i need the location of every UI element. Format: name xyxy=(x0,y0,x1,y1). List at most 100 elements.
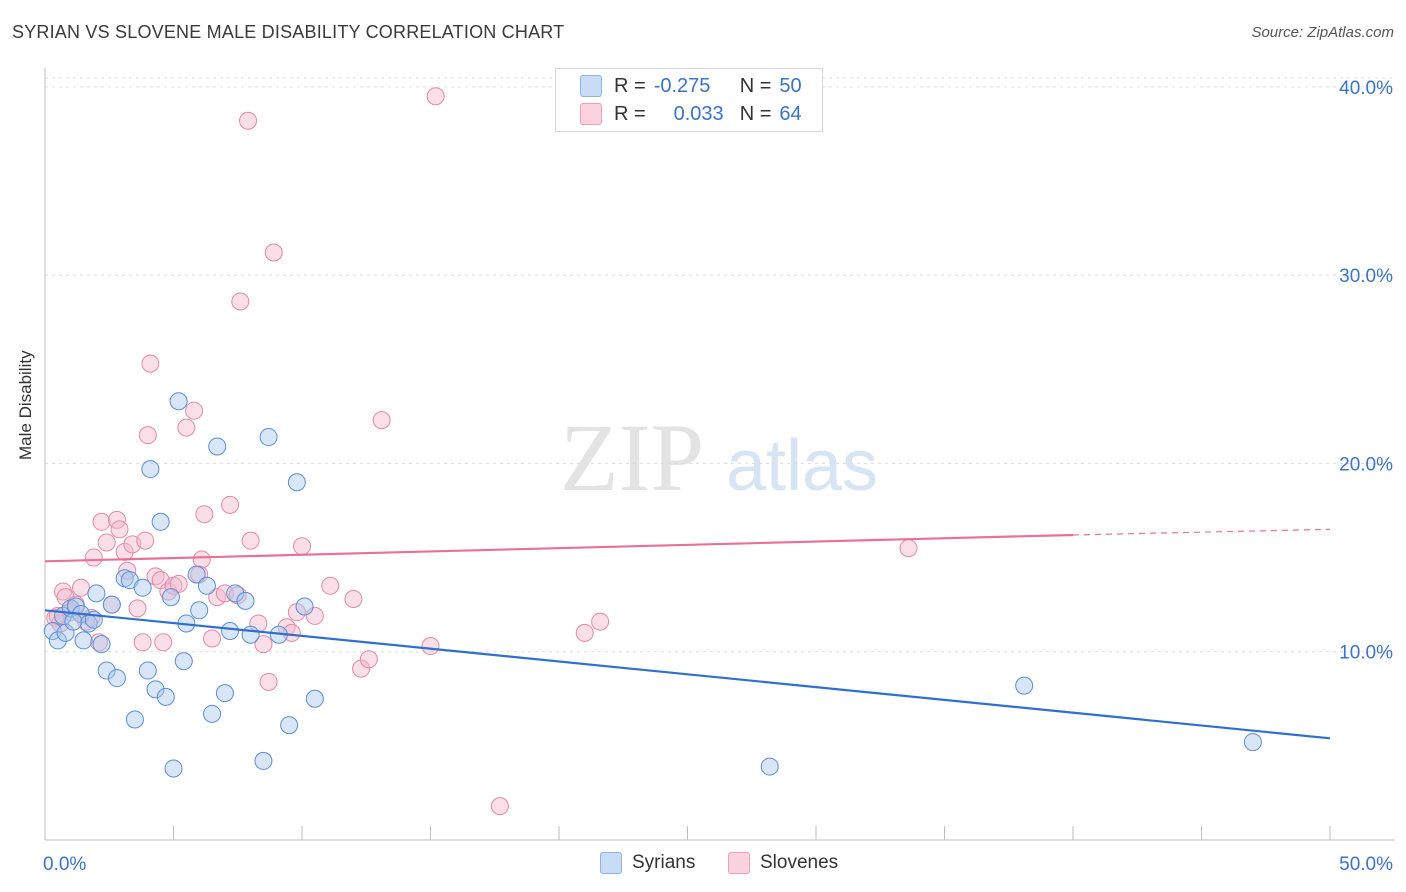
syrians-swatch xyxy=(580,75,602,97)
slovene-point xyxy=(490,797,509,816)
slovene-trend-line xyxy=(44,533,1074,563)
y-tick-label: 30.0% xyxy=(1339,266,1393,287)
syrian-point xyxy=(259,428,278,447)
syrian-point xyxy=(87,584,106,603)
slovene-point xyxy=(221,495,240,514)
slovene-point xyxy=(89,633,108,652)
syrian-trend-line xyxy=(44,609,1331,740)
syrian-point xyxy=(241,625,260,644)
slovene-point xyxy=(372,411,391,430)
tick-labels: 10.0% 20.0% 30.0% 40.0% 0.0% 50.0% xyxy=(43,78,1393,875)
syrians-label: Syrians xyxy=(632,852,696,873)
syrian-point xyxy=(208,437,227,456)
syrian-point xyxy=(133,578,152,597)
slovene-point xyxy=(359,650,378,669)
syrian-point xyxy=(221,621,240,640)
syrian-point xyxy=(151,512,170,531)
legend-r-label: R = xyxy=(614,74,646,97)
slovene-point xyxy=(133,633,152,652)
slovene-point xyxy=(305,606,324,625)
syrian-point xyxy=(197,576,216,595)
slovene-point xyxy=(115,542,134,561)
syrian-point xyxy=(138,661,157,680)
syrian-point xyxy=(64,612,83,631)
y-tick-label: 40.0% xyxy=(1339,78,1393,99)
slovene-point xyxy=(192,550,211,569)
syrian-point xyxy=(760,757,779,776)
syrian-point xyxy=(156,687,175,706)
syrian-point xyxy=(295,597,314,616)
slovene-point xyxy=(421,637,440,656)
syrian-point xyxy=(161,588,180,607)
y-tick-label: 20.0% xyxy=(1339,454,1393,475)
slovenes-swatch xyxy=(580,103,602,125)
syrian-point xyxy=(102,595,121,614)
bottom-legend-slovenes: Slovenes xyxy=(728,852,838,874)
axes xyxy=(44,68,1395,841)
slovene-point xyxy=(141,354,160,373)
slovene-point xyxy=(177,418,196,437)
gridlines xyxy=(45,77,1395,653)
x-tick-label: 50.0% xyxy=(1339,854,1393,875)
syrian-point xyxy=(203,704,222,723)
slovene-point xyxy=(92,512,111,531)
syrian-point xyxy=(287,473,306,492)
slovene-point xyxy=(203,629,222,648)
chart-title: SYRIAN VS SLOVENE MALE DISABILITY CORREL… xyxy=(12,22,565,42)
slovene-point xyxy=(575,623,594,642)
slovene-points xyxy=(46,87,918,816)
syrian-point xyxy=(187,565,206,584)
slovenes-swatch xyxy=(728,852,750,874)
trend-lines xyxy=(44,528,1331,740)
slovene-point xyxy=(254,635,273,654)
slovene-point xyxy=(84,548,103,567)
syrian-point xyxy=(169,392,188,411)
syrian-point xyxy=(141,460,160,479)
slovene-point xyxy=(352,659,371,678)
slovene-point xyxy=(426,87,445,106)
syrian-point xyxy=(146,680,165,699)
chart-source: Source: ZipAtlas.com xyxy=(1251,24,1394,41)
syrian-point xyxy=(97,661,116,680)
syrian-point xyxy=(164,759,183,778)
syrian-point xyxy=(74,631,93,650)
syrian-point xyxy=(125,710,144,729)
y-tick-label: 10.0% xyxy=(1339,643,1393,664)
slovene-point xyxy=(71,578,90,597)
syrian-point xyxy=(215,684,234,703)
correlation-legend: R = -0.275 N = 50 R = 0.033 N = 64 xyxy=(555,68,823,132)
legend-r-label: R = xyxy=(614,102,646,125)
legend-r-value: -0.275 xyxy=(653,74,711,97)
slovene-point xyxy=(259,672,278,691)
slovene-point xyxy=(231,292,250,311)
legend-row-syrians: R = -0.275 N = 50 xyxy=(580,73,802,99)
slovene-point xyxy=(591,612,610,631)
slovene-point xyxy=(195,505,214,524)
slovene-point xyxy=(899,539,918,558)
slovene-point xyxy=(110,520,129,539)
slovenes-label: Slovenes xyxy=(760,852,839,873)
slovene-point xyxy=(241,531,260,550)
syrians-swatch xyxy=(600,852,622,874)
slovene-point xyxy=(128,599,147,618)
legend-n-value: 50 xyxy=(779,74,802,97)
legend-n-label: N = xyxy=(739,74,772,97)
slovene-trend-extension xyxy=(1072,528,1331,536)
syrian-point xyxy=(226,584,245,603)
slovene-point xyxy=(293,537,311,556)
syrian-point xyxy=(1015,676,1034,695)
slovene-point xyxy=(277,618,296,637)
legend-r-value: 0.033 xyxy=(673,102,724,125)
x-tick-label: 0.0% xyxy=(43,854,86,875)
slovene-point xyxy=(169,574,188,593)
slovene-point xyxy=(138,426,157,445)
legend-n-value: 64 xyxy=(779,102,802,125)
syrian-point xyxy=(254,751,273,770)
syrian-point xyxy=(174,652,193,671)
syrian-points xyxy=(43,392,1262,778)
legend-row-slovenes: R = 0.033 N = 64 xyxy=(580,101,802,127)
watermark-atlas: atlas xyxy=(726,426,878,506)
syrian-point xyxy=(190,601,209,620)
syrian-point xyxy=(236,591,255,610)
syrian-point xyxy=(92,635,111,654)
